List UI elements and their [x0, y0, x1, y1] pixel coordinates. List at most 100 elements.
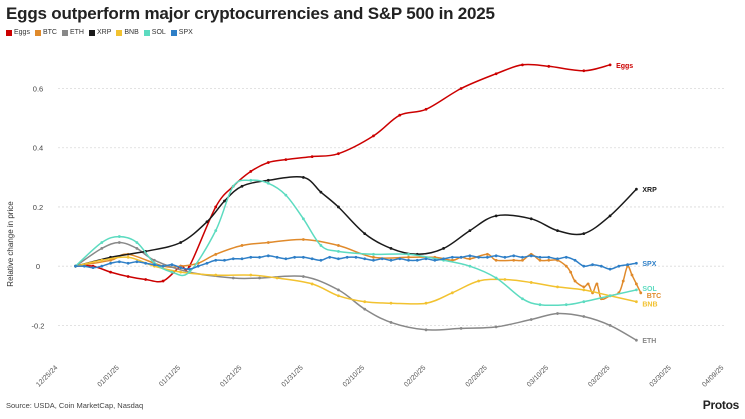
data-point-sol [214, 229, 218, 233]
data-point-bnb [556, 285, 559, 289]
data-point-spx [109, 261, 112, 265]
end-label-btc: BTC [647, 293, 661, 300]
data-point-btc [634, 282, 638, 286]
data-point-sol [301, 217, 305, 221]
data-point-eth [337, 288, 340, 292]
data-point-spx [231, 257, 235, 261]
data-point-eth [634, 338, 638, 342]
data-point-btc [595, 282, 599, 286]
data-point-btc [337, 244, 340, 247]
data-point-sol [135, 241, 139, 244]
data-point-spx [556, 257, 559, 261]
x-tick-label: 03/20/25 [587, 364, 611, 388]
data-point-spx [161, 264, 165, 268]
data-point-eggs [547, 64, 551, 68]
legend-label: Eggs [14, 29, 30, 36]
x-tick-label: 12/25/24 [35, 364, 59, 388]
chart-legend: Eggs BTC ETH XRP BNB SOL SPX [6, 29, 193, 36]
legend-item-btc: BTC [34, 29, 57, 36]
data-point-spx [144, 261, 148, 265]
data-point-eth [556, 312, 559, 315]
legend-item-bnb: BNB [116, 29, 139, 36]
x-tick-label: 03/10/25 [526, 364, 550, 388]
data-point-sol [634, 288, 638, 292]
data-point-spx [415, 258, 419, 262]
data-point-eggs [582, 69, 586, 73]
data-point-spx [354, 255, 358, 259]
data-point-btc [639, 291, 643, 295]
data-point-spx [591, 263, 594, 267]
data-point-xrp [179, 241, 183, 244]
data-point-sol [608, 294, 612, 298]
end-label-eth: ETH [642, 338, 656, 345]
data-point-btc [630, 273, 634, 277]
data-point-spx [82, 264, 86, 268]
data-point-btc [301, 238, 305, 241]
legend-label: BNB [124, 29, 139, 36]
data-point-eth [301, 275, 305, 278]
data-point-bnb [126, 255, 130, 259]
data-point-spx [301, 255, 305, 259]
data-point-spx [521, 255, 524, 259]
legend-item-sol: SOL [143, 29, 166, 36]
data-point-eggs [459, 87, 463, 90]
data-point-xrp [205, 220, 209, 224]
data-point-xrp [301, 175, 305, 179]
data-point-bnb [249, 273, 253, 277]
end-label-eggs: Eggs [616, 63, 633, 70]
data-point-sol [582, 300, 586, 304]
x-tick-label: 04/09/25 [701, 364, 725, 388]
data-point-spx [328, 255, 332, 259]
data-point-eggs [284, 158, 288, 161]
data-point-bnb [477, 279, 481, 283]
data-point-eggs [424, 107, 428, 111]
data-point-spx [293, 255, 297, 259]
data-point-btc [512, 258, 516, 262]
legend-item-eggs: Eggs [6, 29, 30, 36]
data-point-spx [100, 264, 104, 268]
data-point-spx [188, 267, 191, 271]
data-point-sol [231, 184, 235, 188]
data-point-btc [586, 282, 590, 286]
data-point-spx [275, 255, 279, 259]
y-tick-label: 0.2 [33, 203, 43, 212]
data-point-spx [249, 255, 253, 259]
data-point-btc [521, 258, 524, 262]
data-point-btc [240, 244, 244, 247]
data-point-spx [240, 257, 244, 261]
data-point-xrp [266, 178, 270, 182]
data-point-spx [608, 267, 612, 271]
data-point-bnb [529, 281, 533, 284]
legend-swatch [6, 29, 12, 36]
data-point-spx [380, 257, 384, 261]
data-point-btc [621, 279, 625, 283]
data-point-bnb [582, 288, 586, 292]
data-point-bnb [310, 282, 314, 286]
data-point-spx [617, 264, 621, 268]
data-point-eggs [214, 205, 218, 209]
data-point-btc [494, 258, 498, 262]
data-point-eth [231, 276, 235, 280]
data-point-bnb [363, 300, 367, 304]
end-label-bnb: BNB [642, 302, 657, 309]
data-point-xrp [529, 217, 533, 221]
data-point-btc [485, 252, 489, 256]
end-label-sol: SOL [642, 286, 657, 293]
data-point-btc [109, 258, 112, 262]
data-point-spx [582, 264, 586, 268]
data-point-bnb [503, 278, 507, 281]
data-point-eggs [608, 63, 612, 67]
data-point-eggs [310, 155, 314, 159]
legend-item-eth: ETH [61, 29, 84, 36]
data-point-spx [494, 254, 498, 258]
data-point-spx [284, 257, 288, 261]
x-tick-label: 02/10/25 [342, 364, 366, 388]
data-point-sol [266, 181, 270, 185]
data-point-btc [214, 252, 218, 256]
data-point-xrp [319, 190, 323, 194]
data-point-sol [117, 235, 121, 238]
end-label-xrp: XRP [642, 187, 657, 194]
data-point-bnb [389, 301, 393, 305]
end-label-spx: SPX [642, 261, 656, 268]
legend-label: SOL [151, 29, 166, 36]
